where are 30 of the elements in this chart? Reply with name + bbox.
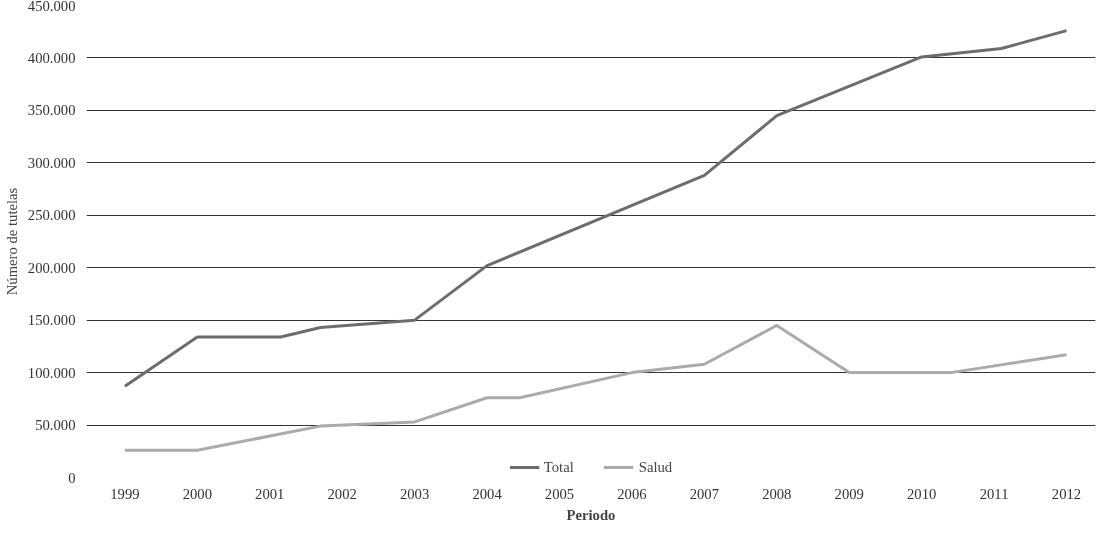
x-tick-label: 2000 <box>182 485 212 502</box>
x-axis-title: Periodo <box>566 506 616 523</box>
y-tick-label: 100.000 <box>27 364 76 381</box>
x-tick-label: 2005 <box>544 485 575 502</box>
line-series <box>123 29 1069 388</box>
x-tick-label: 1999 <box>110 485 140 502</box>
y-tick-label: 50.000 <box>35 417 76 434</box>
x-tick-label: 2004 <box>472 485 503 502</box>
x-tick-label: 2011 <box>979 485 1009 502</box>
x-tick-label: 2007 <box>689 485 720 502</box>
y-tick-label: 400.000 <box>27 49 76 66</box>
y-tick-label: 300.000 <box>27 154 76 171</box>
x-tick-label: 2002 <box>327 485 357 502</box>
legend-label: Salud <box>638 458 673 476</box>
y-tick-label: 250.000 <box>27 207 76 224</box>
x-tick-label: 2012 <box>1051 485 1082 502</box>
x-tick-label: 2009 <box>834 485 864 502</box>
x-tick-label: 2010 <box>907 485 937 502</box>
y-tick-label: 0 <box>68 469 76 486</box>
y-tick-label: 150.000 <box>27 312 76 329</box>
y-tick-label: 350.000 <box>27 102 76 119</box>
x-tick-label: 2006 <box>617 485 647 502</box>
legend-label: Total <box>543 458 574 476</box>
x-tick-label: 2001 <box>255 485 285 502</box>
line-series <box>123 323 1069 452</box>
y-tick-label: 200.000 <box>27 259 76 276</box>
y-tick-label: 450.000 <box>27 0 76 14</box>
y-axis-title: Número de tutelas <box>3 187 20 296</box>
x-tick-label: 2003 <box>399 485 430 502</box>
x-tick-label: 2008 <box>762 485 792 502</box>
